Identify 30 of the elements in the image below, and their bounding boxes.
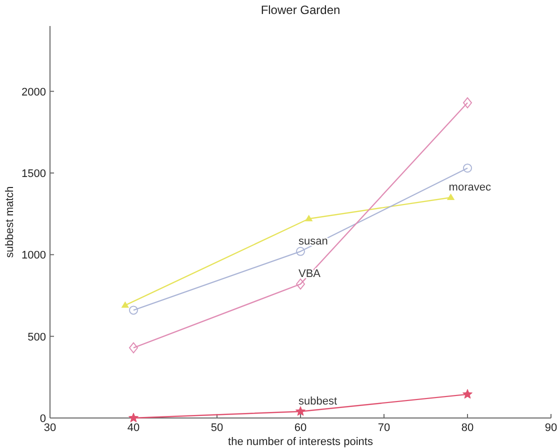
x-tick-label: 40 xyxy=(127,422,140,434)
point xyxy=(296,246,305,256)
y-tick-label: 500 xyxy=(28,331,46,344)
point xyxy=(128,412,139,422)
series-label: moravec xyxy=(448,182,492,194)
x-tick-label: 70 xyxy=(378,422,390,434)
point xyxy=(129,306,138,315)
point xyxy=(305,215,312,222)
point xyxy=(122,302,129,308)
series-label: susan xyxy=(298,235,328,248)
series-label: subbest xyxy=(298,395,338,408)
x-tick-label: 50 xyxy=(210,422,224,434)
y-tick-label: 1000 xyxy=(22,250,46,262)
x-tick-label: 30 xyxy=(44,422,56,434)
point xyxy=(447,194,454,200)
point xyxy=(463,97,472,108)
y-tick-label: 1500 xyxy=(22,168,46,180)
point xyxy=(296,278,305,290)
x-tick-label: 90 xyxy=(544,422,558,434)
y-tick-label: 0 xyxy=(40,413,46,425)
chart-title: Flower Garden xyxy=(260,3,340,17)
y-tick-label: 2000 xyxy=(22,86,46,98)
point xyxy=(129,342,138,354)
x-tick-label: 60 xyxy=(294,422,307,434)
point xyxy=(295,406,306,416)
point xyxy=(463,164,472,173)
point xyxy=(462,389,473,399)
x-tick-label: 80 xyxy=(461,422,474,434)
x-axis-title: the number of interests points xyxy=(228,436,374,448)
y-axis-title: subbest match xyxy=(4,186,16,258)
